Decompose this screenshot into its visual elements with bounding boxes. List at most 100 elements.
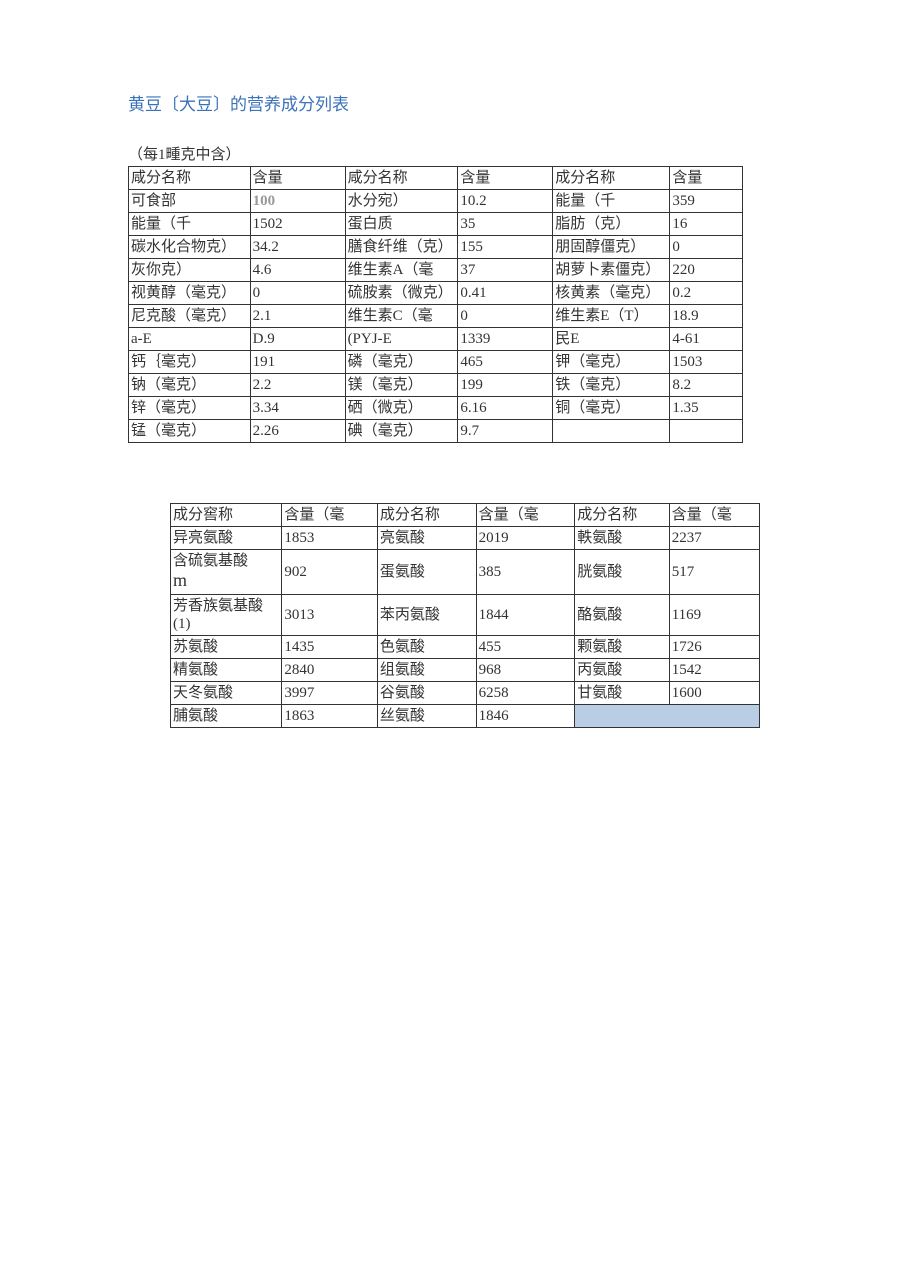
cell-name: 亮氨酸 — [377, 527, 476, 550]
table-header-row: 成分窖称 含量（毫 成分名称 含量（毫 成分名称 含量（毫 — [171, 504, 760, 527]
cell-value: 9.7 — [458, 420, 553, 443]
header-cell: 含量（毫 — [476, 504, 575, 527]
table-row: 可食部 100 水分宛） 10.2 能量（千 359 — [129, 190, 743, 213]
cell-name: 色氨酸 — [377, 635, 476, 658]
cell-value: 1502 — [250, 213, 345, 236]
cell-name: 丙氨酸 — [575, 658, 669, 681]
cell-name: 维生素E（T） — [553, 305, 670, 328]
cell-value: 3013 — [282, 594, 378, 635]
table-row: 锰（毫克） 2.26 碘（毫克） 9.7 — [129, 420, 743, 443]
cell-value: 3997 — [282, 681, 378, 704]
cell-value: 455 — [476, 635, 575, 658]
cell-name: 膳食纤维（克） — [345, 236, 458, 259]
cell-name: 酪氨酸 — [575, 594, 669, 635]
header-cell: 含量（毫 — [282, 504, 378, 527]
cell-name: a-E — [129, 328, 251, 351]
cell-name: 颗氨酸 — [575, 635, 669, 658]
table-row: 芳香族氨基酸(1) 3013 苯丙氨酸 1844 酪氨酸 1169 — [171, 594, 760, 635]
cell-value: 2840 — [282, 658, 378, 681]
cell-name: 民E — [553, 328, 670, 351]
cell-value: 35 — [458, 213, 553, 236]
cell-name: 碘（毫克） — [345, 420, 458, 443]
cell-value: 4.6 — [250, 259, 345, 282]
cell-name: 钙｛毫克） — [129, 351, 251, 374]
cell-value: 902 — [282, 550, 378, 595]
cell-value: 0 — [458, 305, 553, 328]
table-row: a-E D.9 (PYJ-E 1339 民E 4-61 — [129, 328, 743, 351]
cell-value: 191 — [250, 351, 345, 374]
cell-name: 胡萝卜素僵克） — [553, 259, 670, 282]
cell-value: 0 — [670, 236, 743, 259]
header-cell: 成分名称 — [377, 504, 476, 527]
table-row: 钠（毫克） 2.2 镁（毫克） 199 铁（毫克） 8.2 — [129, 374, 743, 397]
table-row: 锌（毫克） 3.34 硒（微克） 6.16 铜（毫克） 1.35 — [129, 397, 743, 420]
cell-name: 尼克酸（毫克） — [129, 305, 251, 328]
cell-name: 苯丙氨酸 — [377, 594, 476, 635]
table-header-row: 咸分名称 含量 咸分名称 含量 成分名称 含量 — [129, 167, 743, 190]
cell-name: 钾（毫克） — [553, 351, 670, 374]
table-row: 灰你克） 4.6 维生素A（毫 37 胡萝卜素僵克） 220 — [129, 259, 743, 282]
page-title: 黄豆〔大豆〕的营养成分列表 — [128, 90, 792, 115]
cell-value: 2.1 — [250, 305, 345, 328]
cell-value: 385 — [476, 550, 575, 595]
cell-value: 18.9 — [670, 305, 743, 328]
header-cell: 含量（毫 — [669, 504, 759, 527]
cell-name: 芳香族氨基酸(1) — [171, 594, 282, 635]
cell-value: 37 — [458, 259, 553, 282]
cell-name: 甘氨酸 — [575, 681, 669, 704]
cell-name: 精氨酸 — [171, 658, 282, 681]
page-subtitle: （每1畽克中含） — [128, 143, 792, 164]
cell-name: 视黄醇（毫克） — [129, 282, 251, 305]
cell-name: 磷（毫克） — [345, 351, 458, 374]
cell-value: 1435 — [282, 635, 378, 658]
cell-name: 组氨酸 — [377, 658, 476, 681]
cell-name: 脯氨酸 — [171, 704, 282, 727]
cell-name: 镁（毫克） — [345, 374, 458, 397]
cell-value: 1.35 — [670, 397, 743, 420]
cell-name: 苏氨酸 — [171, 635, 282, 658]
cell-value: 1726 — [669, 635, 759, 658]
cell-value: 2237 — [669, 527, 759, 550]
cell-value: 1844 — [476, 594, 575, 635]
cell-name: 朋固醇僵克） — [553, 236, 670, 259]
table-row: 尼克酸（毫克） 2.1 维生素C（毫 0 维生素E（T） 18.9 — [129, 305, 743, 328]
nutrition-table-1: 咸分名称 含量 咸分名称 含量 成分名称 含量 可食部 100 水分宛） 10.… — [128, 166, 743, 443]
cell-name: (PYJ-E — [345, 328, 458, 351]
cell-name: 核黄素（毫克） — [553, 282, 670, 305]
cell-value: 1542 — [669, 658, 759, 681]
cell-value: 465 — [458, 351, 553, 374]
cell-name: 谷氨酸 — [377, 681, 476, 704]
cell-empty-highlight — [575, 704, 760, 727]
cell-name: 蛋氨酸 — [377, 550, 476, 595]
cell-name: 能量（千 — [553, 190, 670, 213]
table-row: 能量（千 1502 蛋白质 35 脂肪（克） 16 — [129, 213, 743, 236]
cell-name: 水分宛） — [345, 190, 458, 213]
table-row: 含硫氨基酸m 902 蛋氨酸 385 胱氨酸 517 — [171, 550, 760, 595]
header-cell: 成分窖称 — [171, 504, 282, 527]
header-cell: 含量 — [670, 167, 743, 190]
header-cell: 成分名称 — [553, 167, 670, 190]
document-page: 黄豆〔大豆〕的营养成分列表 （每1畽克中含） 咸分名称 含量 咸分名称 含量 成… — [0, 0, 920, 728]
header-cell: 含量 — [250, 167, 345, 190]
table-row: 精氨酸 2840 组氨酸 968 丙氨酸 1542 — [171, 658, 760, 681]
cell-value: 2.2 — [250, 374, 345, 397]
cell-name: 硒（微克） — [345, 397, 458, 420]
cell-name: 硫胺素（微克） — [345, 282, 458, 305]
cell-name: 胱氨酸 — [575, 550, 669, 595]
cell-name: 含硫氨基酸m — [171, 550, 282, 595]
cell-value: 1600 — [669, 681, 759, 704]
cell-value: 220 — [670, 259, 743, 282]
cell-name: 锌（毫克） — [129, 397, 251, 420]
header-cell: 含量 — [458, 167, 553, 190]
cell-value: 155 — [458, 236, 553, 259]
cell-name: 铜（毫克） — [553, 397, 670, 420]
cell-value: 0.41 — [458, 282, 553, 305]
cell-value: D.9 — [250, 328, 345, 351]
cell-value: 6.16 — [458, 397, 553, 420]
cell-value: 1853 — [282, 527, 378, 550]
cell-name: 天冬氨酸 — [171, 681, 282, 704]
cell-name: 丝氨酸 — [377, 704, 476, 727]
header-cell: 成分名称 — [575, 504, 669, 527]
cell-name: 锰（毫克） — [129, 420, 251, 443]
cell-value: 1339 — [458, 328, 553, 351]
